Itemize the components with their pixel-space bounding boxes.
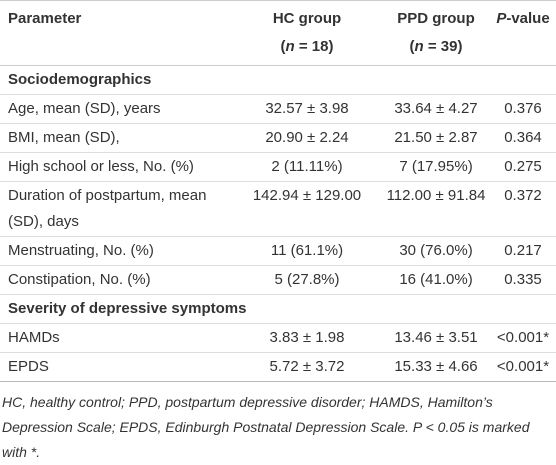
cell: 0.376 <box>490 94 556 124</box>
cell: 16 (41.0%) <box>382 265 490 295</box>
header-text: HC group <box>272 10 342 27</box>
cell: 5 (27.8%) <box>232 265 382 295</box>
header-text: Parameter <box>8 10 82 27</box>
data-table: Parameter HC group (n = 18) PPD group (n =… <box>0 0 556 382</box>
row-label: BMI, mean (SD), <box>0 123 232 153</box>
cell: <0.001* <box>490 323 556 353</box>
table-body: Sociodemographics Age, mean (SD), years 32… <box>0 65 556 382</box>
cell: 32.57 ± 3.98 <box>232 94 382 124</box>
row-label: HAMDs <box>0 323 232 353</box>
cell: 30 (76.0%) <box>382 236 490 266</box>
row-label: Constipation, No. (%) <box>0 265 232 295</box>
cell: 0.217 <box>490 236 556 266</box>
data-row: Duration of postpartum, mean (SD), days 1… <box>0 181 556 237</box>
data-row: High school or less, No. (%) 2 (11.11%) 7 … <box>0 152 556 182</box>
header-cell: Parameter <box>0 0 232 66</box>
row-label: Duration of postpartum, mean (SD), days <box>0 181 232 237</box>
cell: 2 (11.11%) <box>232 152 382 182</box>
data-row: Constipation, No. (%) 5 (27.8%) 16 (41.0%)… <box>0 265 556 295</box>
header-text: PPD group <box>397 10 475 27</box>
cell: 21.50 ± 2.87 <box>382 123 490 153</box>
cell: 13.46 ± 3.51 <box>382 323 490 353</box>
cell: 0.364 <box>490 123 556 153</box>
cell: 0.275 <box>490 152 556 182</box>
cell: 7 (17.95%) <box>382 152 490 182</box>
data-row: Age, mean (SD), years 32.57 ± 3.98 33.64 ±… <box>0 94 556 124</box>
footnote: HC, healthy control; PPD, postpartum dep… <box>2 394 530 460</box>
header-text: = 39) <box>423 38 463 55</box>
section-label: Severity of depressive symptoms <box>0 294 556 324</box>
header-text: ( <box>409 38 415 55</box>
data-row: BMI, mean (SD), 20.90 ± 2.24 21.50 ± 2.87 0… <box>0 123 556 153</box>
cell: <0.001* <box>490 352 556 382</box>
row-label: High school or less, No. (%) <box>0 152 232 182</box>
header-cell: HC group (n = 18) <box>232 0 382 66</box>
section-label: Sociodemographics <box>0 65 556 95</box>
row-label: EPDS <box>0 352 232 382</box>
cell: 112.00 ± 91.84 <box>382 181 490 237</box>
header-text: = 18) <box>294 38 334 55</box>
header-row: Parameter HC group (n = 18) PPD group (n =… <box>0 0 556 66</box>
header-cell: PPD group (n = 39) <box>382 0 490 66</box>
header-text: ( <box>280 38 286 55</box>
cell: 33.64 ± 4.27 <box>382 94 490 124</box>
cell: 15.33 ± 4.66 <box>382 352 490 382</box>
cell: 3.83 ± 1.98 <box>232 323 382 353</box>
header-text: P <box>496 10 507 27</box>
data-row: EPDS 5.72 ± 3.72 15.33 ± 4.66 <0.001* <box>0 352 556 382</box>
data-row: HAMDs 3.83 ± 1.98 13.46 ± 3.51 <0.001* <box>0 323 556 353</box>
header-text: -value <box>506 10 550 27</box>
section-row: Severity of depressive symptoms <box>0 294 556 324</box>
header-cell: P-value <box>490 0 556 66</box>
row-label: Menstruating, No. (%) <box>0 236 232 266</box>
cell: 0.335 <box>490 265 556 295</box>
data-row: Menstruating, No. (%) 11 (61.1%) 30 (76.0%… <box>0 236 556 266</box>
header-text: n <box>285 38 295 55</box>
header-text: n <box>414 38 424 55</box>
cell: 11 (61.1%) <box>232 236 382 266</box>
row-label: Age, mean (SD), years <box>0 94 232 124</box>
cell: 5.72 ± 3.72 <box>232 352 382 382</box>
section-row: Sociodemographics <box>0 65 556 95</box>
cell: 20.90 ± 2.24 <box>232 123 382 153</box>
cell: 0.372 <box>490 181 556 237</box>
cell: 142.94 ± 129.00 <box>232 181 382 237</box>
